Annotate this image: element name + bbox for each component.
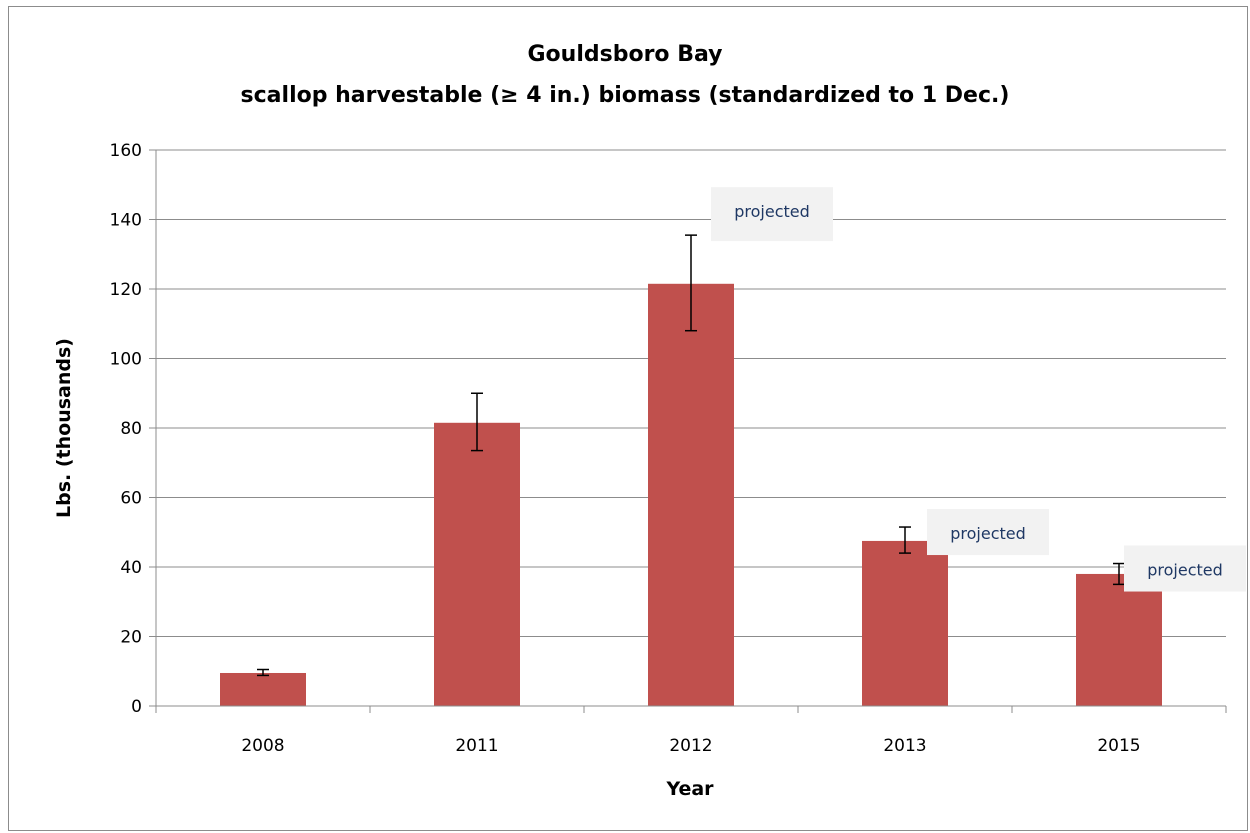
y-tick-labels: 0 20 40 60 80 100 120 140 160 [110, 141, 142, 717]
x-tick-label: 2011 [455, 736, 498, 756]
bar-2012 [648, 283, 734, 706]
x-axis-title: Year [665, 778, 714, 800]
error-bars [257, 234, 1125, 677]
y-tick-label: 20 [120, 628, 142, 648]
y-tick-label: 80 [120, 419, 142, 439]
y-tick-label: 40 [120, 558, 142, 578]
annotations: projected projected projected [711, 187, 1246, 592]
x-tick-label: 2012 [669, 736, 712, 756]
projected-label: projected [1147, 561, 1223, 580]
bar-2011 [434, 422, 520, 706]
axes [149, 149, 1227, 713]
x-tick-labels: 2008 2011 2012 2013 2015 [241, 736, 1140, 756]
x-tick-label: 2013 [883, 736, 926, 756]
projected-label-box [1124, 545, 1246, 592]
bar-2015 [1076, 573, 1162, 706]
bar-2013 [862, 540, 948, 706]
projected-label: projected [734, 202, 810, 221]
projected-label: projected [950, 524, 1026, 543]
x-tick-label: 2015 [1097, 736, 1140, 756]
projected-label-box [927, 509, 1049, 556]
chart-subtitle-part-1: scallop harvestable ( [241, 83, 501, 108]
chart-subtitle: scallop harvestable (≥ 4 in.) biomass (s… [241, 83, 1010, 108]
chart-frame [8, 6, 1248, 831]
x-tick-label: 2008 [241, 736, 284, 756]
y-tick-label: 0 [131, 697, 142, 717]
bar-2008 [220, 672, 306, 706]
chart-title: Gouldsboro Bay [528, 42, 723, 67]
chart-subtitle-geq-symbol: ≥ [500, 83, 518, 108]
y-tick-label: 60 [120, 489, 142, 509]
y-tick-label: 120 [110, 280, 142, 300]
y-tick-label: 100 [110, 350, 142, 370]
y-tick-label: 140 [110, 211, 142, 231]
y-axis-title: Lbs. (thousands) [53, 338, 75, 518]
chart-subtitle-part-2: 4 in.) biomass (standardized to 1 Dec.) [519, 83, 1010, 108]
y-tick-label: 160 [110, 141, 142, 161]
bars [220, 283, 1162, 706]
projected-label-box [711, 187, 833, 242]
